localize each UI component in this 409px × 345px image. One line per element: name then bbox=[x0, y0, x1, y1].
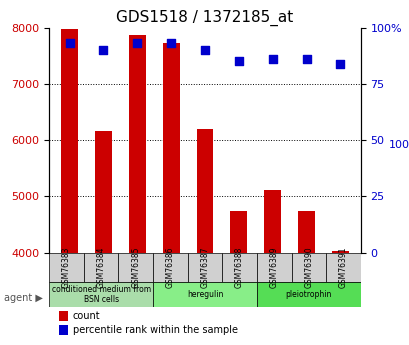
Bar bbox=[196, 129, 213, 253]
Y-axis label: 100%: 100% bbox=[388, 140, 409, 150]
Point bbox=[66, 41, 73, 46]
Point bbox=[303, 56, 309, 62]
Point bbox=[201, 47, 208, 53]
FancyBboxPatch shape bbox=[153, 282, 256, 307]
Bar bbox=[297, 211, 314, 253]
FancyBboxPatch shape bbox=[256, 253, 291, 282]
Text: heregulin: heregulin bbox=[187, 290, 222, 299]
Text: GSM76388: GSM76388 bbox=[234, 247, 243, 288]
FancyBboxPatch shape bbox=[153, 253, 187, 282]
Text: GSM76391: GSM76391 bbox=[338, 247, 347, 288]
FancyBboxPatch shape bbox=[187, 253, 222, 282]
Bar bbox=[61, 29, 78, 253]
Text: agent ▶: agent ▶ bbox=[4, 294, 43, 303]
Bar bbox=[264, 190, 281, 253]
Bar bbox=[162, 43, 179, 253]
Title: GDS1518 / 1372185_at: GDS1518 / 1372185_at bbox=[116, 10, 293, 26]
Point bbox=[134, 41, 140, 46]
Text: GSM76383: GSM76383 bbox=[62, 247, 71, 288]
Bar bbox=[128, 35, 145, 253]
Text: GSM76389: GSM76389 bbox=[269, 247, 278, 288]
FancyBboxPatch shape bbox=[49, 282, 153, 307]
Point bbox=[269, 56, 275, 62]
Point bbox=[100, 47, 106, 53]
Bar bbox=[230, 211, 247, 253]
Text: GSM76387: GSM76387 bbox=[200, 247, 209, 288]
Point bbox=[167, 41, 174, 46]
Text: GSM76385: GSM76385 bbox=[131, 247, 140, 288]
FancyBboxPatch shape bbox=[118, 253, 153, 282]
Text: conditioned medium from
BSN cells: conditioned medium from BSN cells bbox=[52, 285, 151, 304]
Bar bbox=[58, 311, 68, 321]
Point bbox=[235, 59, 242, 64]
Bar bbox=[95, 130, 112, 253]
Text: GSM76386: GSM76386 bbox=[166, 247, 175, 288]
FancyBboxPatch shape bbox=[49, 253, 83, 282]
FancyBboxPatch shape bbox=[83, 253, 118, 282]
Text: pleiotrophin: pleiotrophin bbox=[285, 290, 331, 299]
FancyBboxPatch shape bbox=[291, 253, 326, 282]
Text: percentile rank within the sample: percentile rank within the sample bbox=[72, 325, 237, 335]
Bar bbox=[58, 325, 68, 335]
FancyBboxPatch shape bbox=[222, 253, 256, 282]
Text: count: count bbox=[72, 311, 100, 321]
Point bbox=[336, 61, 343, 66]
Text: GSM76384: GSM76384 bbox=[97, 247, 106, 288]
FancyBboxPatch shape bbox=[326, 253, 360, 282]
FancyBboxPatch shape bbox=[256, 282, 360, 307]
Text: GSM76390: GSM76390 bbox=[303, 247, 312, 288]
Bar bbox=[331, 252, 348, 253]
